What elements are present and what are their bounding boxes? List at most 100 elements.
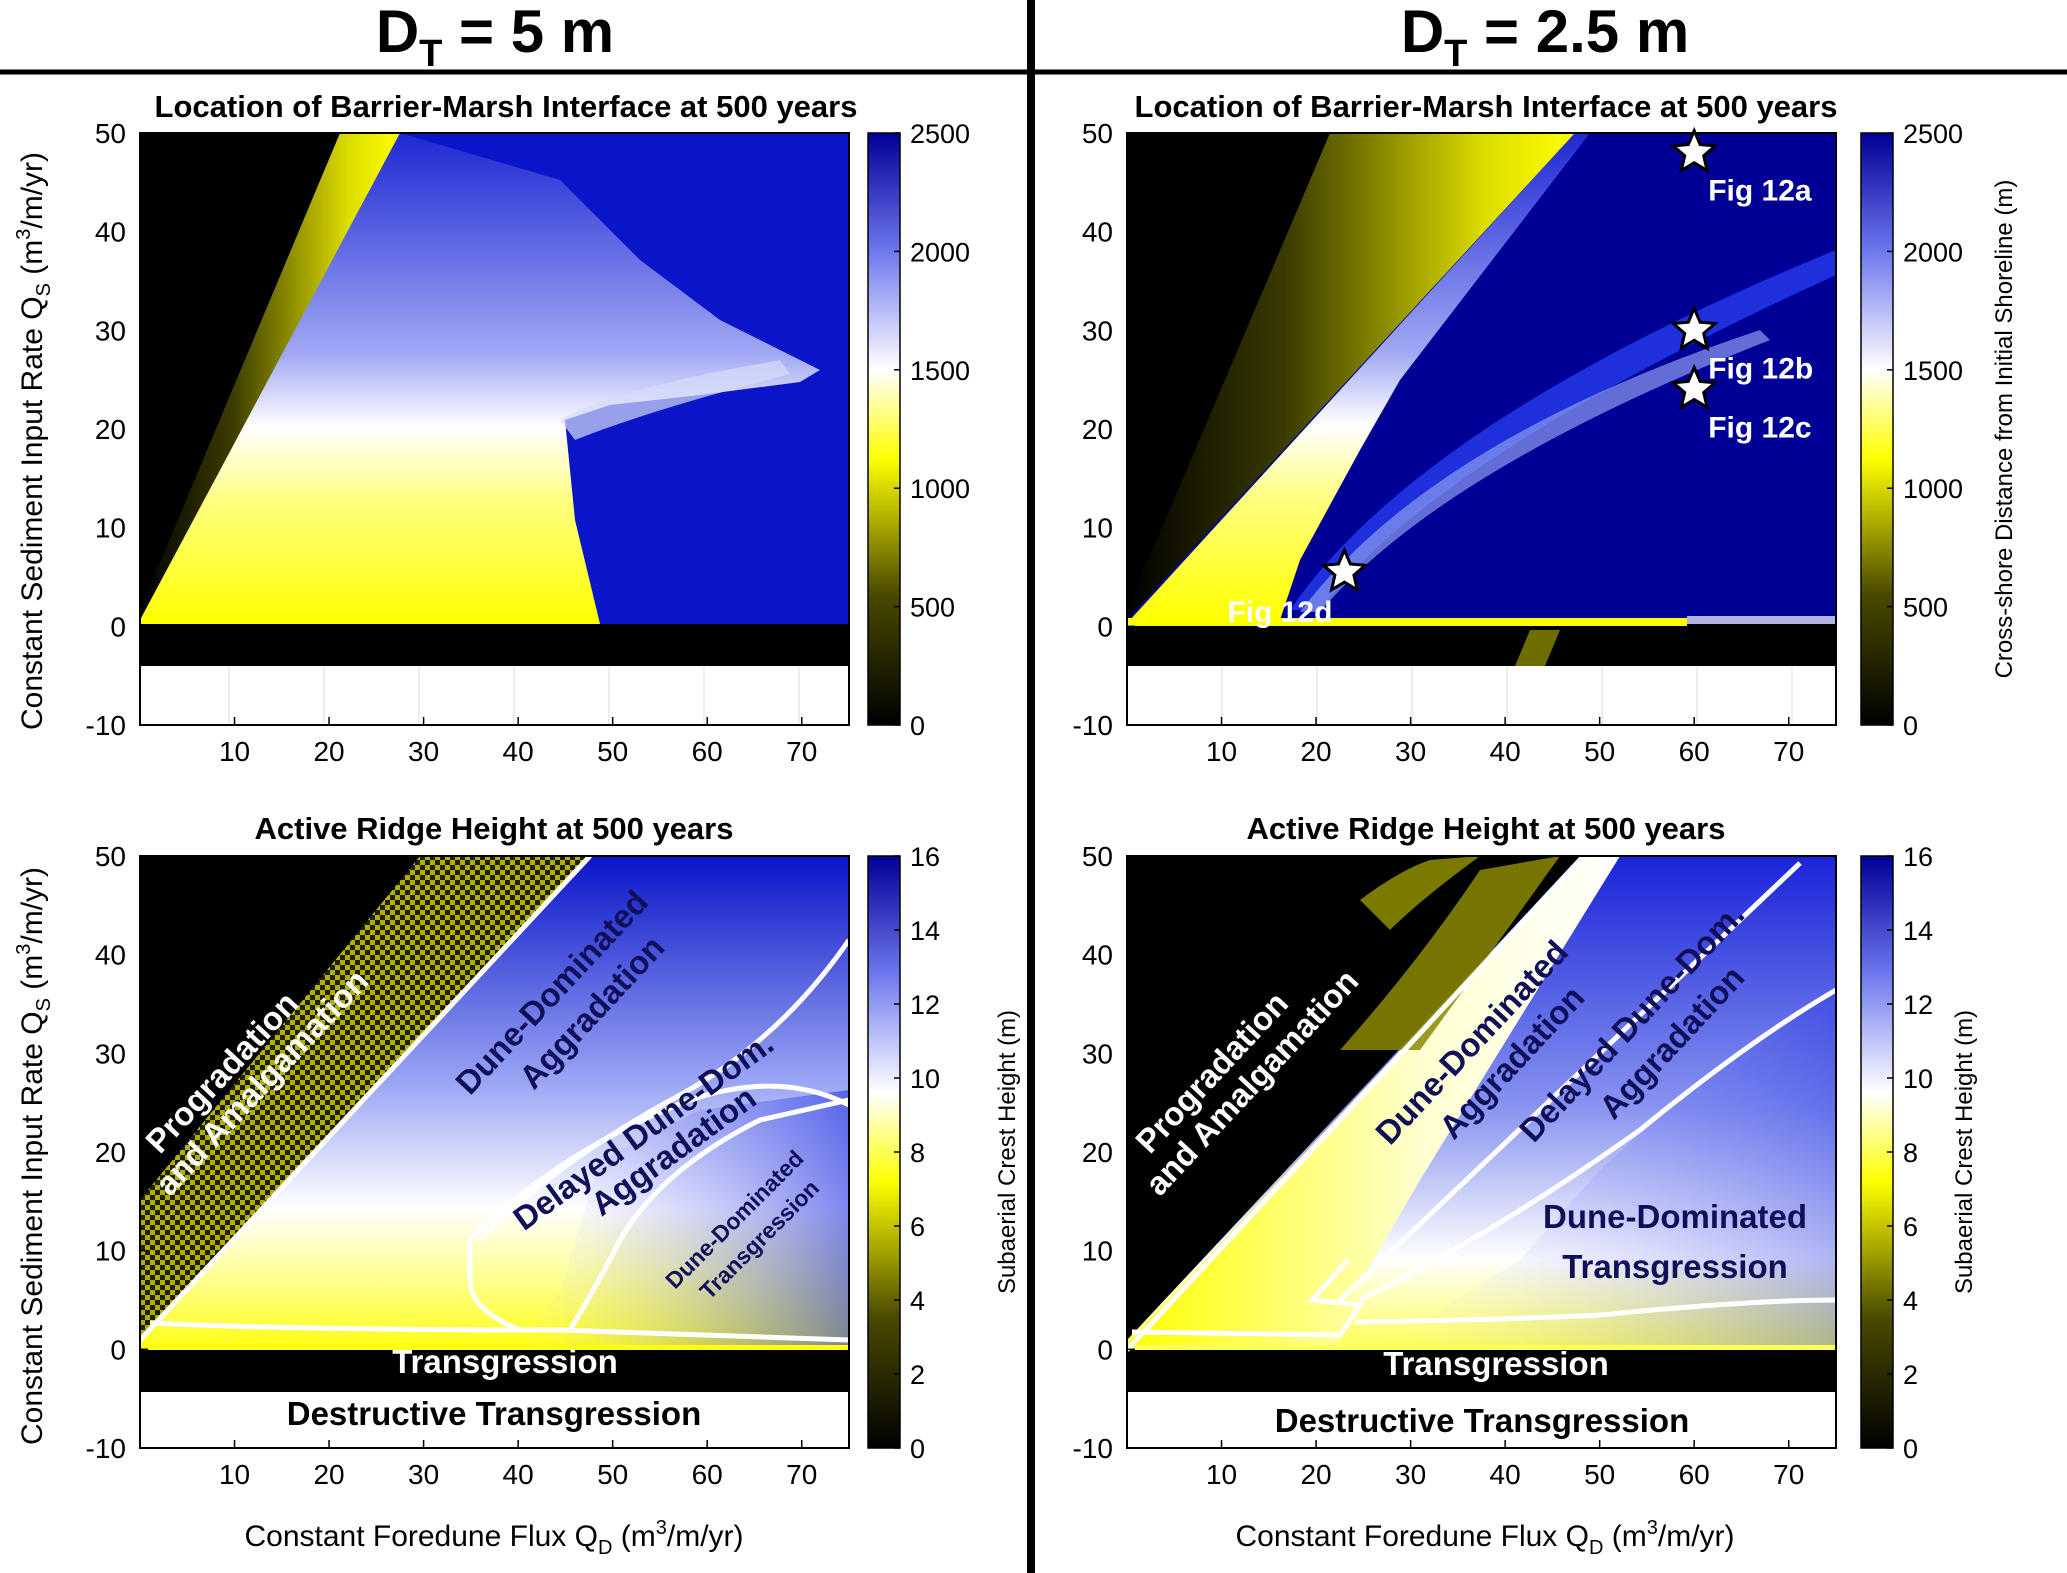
yellow-low-zone bbox=[1130, 133, 1590, 620]
colorbar-label: Subaerial Crest Height (m) bbox=[1951, 1010, 1978, 1294]
panel-title: Location of Barrier-Marsh Interface at 5… bbox=[1135, 89, 1838, 124]
x-tick-label: 60 bbox=[1679, 1459, 1710, 1490]
colorbar-tick-label: 12 bbox=[910, 990, 940, 1020]
x-tick-label: 10 bbox=[1206, 1459, 1237, 1490]
colorbar-tick-label: 16 bbox=[1903, 842, 1933, 872]
svg-text:Transgression: Transgression bbox=[1383, 1345, 1609, 1382]
colorbar-tick-label: 14 bbox=[1903, 916, 1933, 946]
y-tick-label: 40 bbox=[95, 217, 126, 248]
y-tick-label: 10 bbox=[1082, 513, 1113, 544]
colorbar-tick-label: 2 bbox=[1903, 1360, 1918, 1390]
y-tick-label: 50 bbox=[95, 118, 126, 149]
star-marker bbox=[1319, 546, 1369, 594]
colorbar-tick-label: 1000 bbox=[910, 474, 970, 504]
ddt-boundary bbox=[467, 1083, 849, 1333]
boundary-line bbox=[140, 856, 592, 1342]
star-marker bbox=[1669, 363, 1719, 411]
colorbar-tick-label: 0 bbox=[1903, 711, 1918, 741]
colorbar-tick-label: 2000 bbox=[1903, 237, 1963, 267]
panel-top-left: Location of Barrier-Marsh Interface at 5… bbox=[86, 89, 971, 767]
colorbar-tick-label: 0 bbox=[1903, 1434, 1918, 1464]
marker-label: Fig 12b bbox=[1708, 352, 1813, 385]
colorbar-tick-label: 10 bbox=[1903, 1064, 1933, 1094]
column-header-right: DT = 2.5 m bbox=[1401, 0, 1689, 75]
marker-label: Fig 12c bbox=[1708, 412, 1811, 445]
svg-text:DT = 2.5 m: DT = 2.5 m bbox=[1401, 0, 1689, 75]
svg-text:Constant Sediment Input Rate Q: Constant Sediment Input Rate QS (m3/m/yr… bbox=[13, 867, 55, 1445]
black-corner bbox=[140, 133, 340, 610]
colorbar-tick-label: 500 bbox=[1903, 593, 1948, 623]
y-tick-label: 0 bbox=[1097, 1334, 1113, 1365]
x-tick-label: 50 bbox=[1584, 736, 1615, 767]
y-axis-label-top: Constant Sediment Input Rate QS (m3/m/yr… bbox=[13, 152, 55, 730]
colorbar-tick-label: 6 bbox=[1903, 1212, 1918, 1242]
x-tick-label: 50 bbox=[597, 736, 628, 767]
y-tick-label: 40 bbox=[95, 940, 126, 971]
y-tick-label: 20 bbox=[1082, 1137, 1113, 1168]
panel-top-right: Location of Barrier-Marsh Interface at 5… bbox=[1073, 89, 2018, 767]
x-tick-label: 40 bbox=[503, 736, 534, 767]
x-tick-label: 20 bbox=[313, 1459, 344, 1490]
black-corner bbox=[1127, 133, 1330, 610]
x-axis-label-right: Constant Foredune Flux QD (m3/m/yr) bbox=[1235, 1517, 1734, 1559]
x-tick-label: 30 bbox=[1395, 1459, 1426, 1490]
x-tick-label: 70 bbox=[1773, 1459, 1804, 1490]
panel-title: Active Ridge Height at 500 years bbox=[255, 811, 734, 846]
x-tick-label: 70 bbox=[786, 736, 817, 767]
svg-text:Destructive Transgression: Destructive Transgression bbox=[1275, 1402, 1690, 1439]
y-tick-label: 30 bbox=[1082, 1038, 1113, 1069]
y-tick-label: 20 bbox=[95, 414, 126, 445]
colorbar-tick-label: 8 bbox=[1903, 1138, 1918, 1168]
delayed-boundary bbox=[478, 938, 849, 1242]
x-tick-label: 60 bbox=[692, 736, 723, 767]
y-tick-label: 20 bbox=[95, 1137, 126, 1168]
y-tick-label: 20 bbox=[1082, 414, 1113, 445]
x-tick-label: 70 bbox=[786, 1459, 817, 1490]
colorbar-tick-label: 4 bbox=[1903, 1286, 1918, 1316]
x-tick-label: 20 bbox=[313, 736, 344, 767]
y-tick-label: 50 bbox=[95, 841, 126, 872]
x-tick-label: 30 bbox=[1395, 736, 1426, 767]
x-tick-label: 30 bbox=[408, 736, 439, 767]
star-marker bbox=[1669, 304, 1719, 352]
x-tick-label: 50 bbox=[1584, 1459, 1615, 1490]
qs-zero-band bbox=[1127, 624, 1836, 666]
x-tick-label: 10 bbox=[1206, 736, 1237, 767]
x-tick-label: 40 bbox=[1490, 736, 1521, 767]
colorbar-label: Cross-shore Distance from Initial Shorel… bbox=[1991, 180, 2018, 679]
y-tick-label: 0 bbox=[1097, 611, 1113, 642]
y-tick-label: 40 bbox=[1082, 940, 1113, 971]
colorbar-tick-label: 0 bbox=[910, 711, 925, 741]
x-tick-label: 30 bbox=[408, 1459, 439, 1490]
x-tick-label: 40 bbox=[1490, 1459, 1521, 1490]
colorbar-tick-label: 10 bbox=[910, 1064, 940, 1094]
panel-title: Active Ridge Height at 500 years bbox=[1247, 811, 1726, 846]
colorbar-tick-label: 1500 bbox=[1903, 356, 1963, 386]
x-tick-label: 10 bbox=[219, 736, 250, 767]
colorbar-top-left: 0 500 1000 1500 2000 2500 bbox=[867, 119, 970, 741]
x-tick-label: 10 bbox=[219, 1459, 250, 1490]
svg-text:Dune-Dominated: Dune-Dominated bbox=[1543, 1198, 1807, 1235]
y-tick-label: 0 bbox=[110, 1334, 126, 1365]
colorbar-tick-label: 500 bbox=[910, 593, 955, 623]
y-tick-label: 50 bbox=[1082, 841, 1113, 872]
x-tick-label: 50 bbox=[597, 1459, 628, 1490]
y-tick-label: 30 bbox=[95, 315, 126, 346]
y-tick-label: 10 bbox=[95, 513, 126, 544]
colorbar-tick-label: 1500 bbox=[910, 356, 970, 386]
qs-zero-band bbox=[140, 624, 849, 666]
y-tick-label: 30 bbox=[95, 1038, 126, 1069]
x-tick-label: 20 bbox=[1300, 1459, 1331, 1490]
x-tick-label: 20 bbox=[1300, 736, 1331, 767]
svg-text:Constant Sediment Input Rate Q: Constant Sediment Input Rate QS (m3/m/yr… bbox=[13, 152, 55, 730]
marker-label: Fig 12d bbox=[1227, 596, 1332, 629]
colorbar-tick-label: 0 bbox=[910, 1434, 925, 1464]
qs-zero-band bbox=[140, 1350, 849, 1392]
y-tick-label: 30 bbox=[1082, 315, 1113, 346]
colorbar-tick-label: 2500 bbox=[910, 119, 970, 149]
colorbar-bottom-right: 0 2 4 6 8 10 12 14 16 Subaerial Crest Height (m) bbox=[1860, 842, 1978, 1464]
x-tick-label: 40 bbox=[503, 1459, 534, 1490]
svg-text:Constant Foredune Flux QD (m3/: Constant Foredune Flux QD (m3/m/yr) bbox=[1235, 1517, 1734, 1559]
y-tick-label: 10 bbox=[1082, 1236, 1113, 1267]
y-tick-label: 40 bbox=[1082, 217, 1113, 248]
